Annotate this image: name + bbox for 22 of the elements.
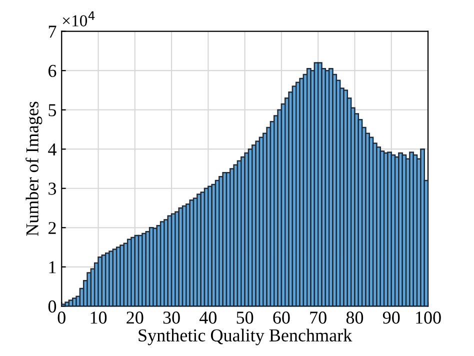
x-tick-label: 70 (310, 312, 326, 324)
x-tick-label: 60 (273, 312, 290, 324)
y-tick-label: 6 (48, 64, 56, 78)
x-tick-label: 80 (346, 312, 364, 324)
x-tick-label: 30 (163, 312, 180, 324)
text: ×10$^{4}$ (62, 11, 95, 26)
x-tick-label: 20 (126, 312, 144, 324)
x-tick-label: 10 (90, 312, 107, 324)
x-axis-title: Synthetic Quality Benchmark (138, 328, 352, 346)
y-axis-title: Number of Images (26, 102, 42, 236)
y-tick-label: 3 (48, 182, 56, 195)
y-tick-label: 1 (49, 261, 56, 274)
y-tick-label: 4 (48, 143, 56, 156)
x-tick-label: 90 (382, 312, 400, 324)
y-tick-label: 2 (48, 222, 56, 234)
y-tick-label: 5 (48, 104, 56, 116)
y-tick-label: 7 (48, 26, 56, 38)
x-tick-label: 100 (416, 312, 441, 324)
y-tick-label: 0 (48, 300, 56, 313)
x-tick-label: 0 (58, 312, 66, 324)
x-tick-label: 50 (236, 312, 254, 324)
x-tick-label: 40 (200, 312, 217, 324)
